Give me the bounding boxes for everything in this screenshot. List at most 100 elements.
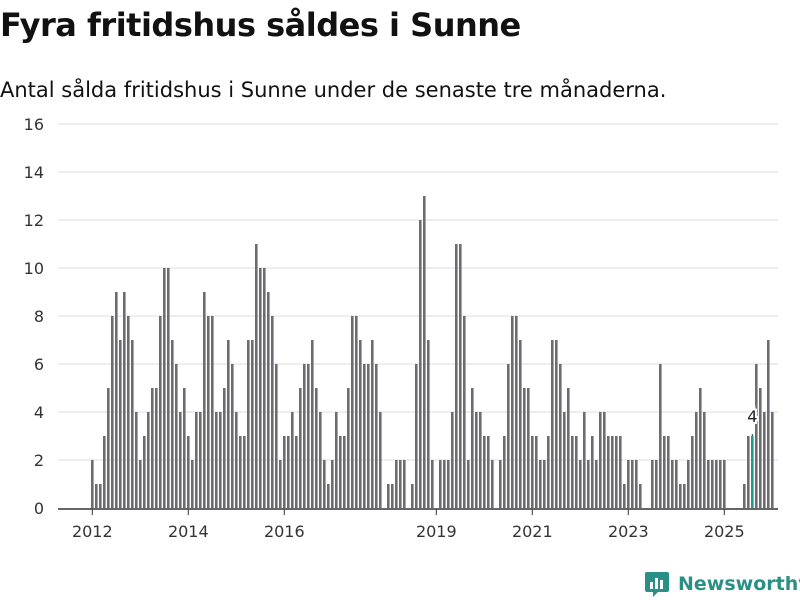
bar [503,436,506,508]
bar [271,316,274,508]
bar [111,316,114,508]
bar [411,484,414,508]
bar [631,460,634,508]
bar [719,460,722,508]
bar [767,340,770,508]
bar [559,364,562,508]
bar [447,460,450,508]
bar [171,340,174,508]
bar [443,460,446,508]
highlight-bar [751,436,754,508]
bar [95,484,98,508]
bar [239,436,242,508]
bar [259,268,262,508]
bar [431,460,434,508]
annotation-label: 4 [747,407,757,426]
bar [711,460,714,508]
bar [599,412,602,508]
bar [687,460,690,508]
bar [327,484,330,508]
bar [335,412,338,508]
bar [639,484,642,508]
bar [231,364,234,508]
bar [299,388,302,508]
bar [323,460,326,508]
y-tick-label: 14 [24,163,44,182]
bar [251,340,254,508]
bar [471,388,474,508]
bar [743,484,746,508]
bar [187,436,190,508]
bar [651,460,654,508]
x-tick-label: 2014 [168,522,209,541]
bar [699,388,702,508]
y-tick-label: 12 [24,211,44,230]
logo-text: Newsworthy [678,573,800,595]
grid-lines [58,123,778,461]
bar [419,220,422,508]
bar [391,484,394,508]
bar [579,460,582,508]
bar [175,364,178,508]
bar [395,460,398,508]
bar [191,460,194,508]
bar [619,436,622,508]
bar [695,412,698,508]
bar [387,484,390,508]
bar [163,268,166,508]
bar [339,436,342,508]
y-tick-label: 4 [34,403,44,422]
y-axis: 0 2 4 6 8 10 12 14 16 [24,115,44,518]
bar [763,412,766,508]
bar [519,340,522,508]
bar [207,316,210,508]
bar [683,484,686,508]
bar [143,436,146,508]
bar [455,244,458,508]
bar [703,412,706,508]
bar [535,436,538,508]
bar [523,388,526,508]
chart-title: Fyra fritidshus såldes i Sunne [0,6,521,44]
bar [131,340,134,508]
x-tick-label: 2023 [608,522,649,541]
bar [675,460,678,508]
bar [167,268,170,508]
bar [571,436,574,508]
y-tick-label: 6 [34,355,44,374]
newsworthy-chart-icon [645,572,669,597]
bar [427,340,430,508]
bar [755,364,758,508]
bar [179,412,182,508]
bar [543,460,546,508]
bar [403,460,406,508]
x-tick-label: 2025 [704,522,745,541]
x-tick-label: 2019 [416,522,457,541]
bar [627,460,630,508]
y-tick-label: 2 [34,451,44,470]
bar [575,436,578,508]
bar [623,484,626,508]
x-tick-label: 2021 [512,522,553,541]
bar [459,244,462,508]
bar [211,316,214,508]
bar [283,436,286,508]
bar [139,460,142,508]
bar [155,388,158,508]
bar [199,412,202,508]
bar [635,460,638,508]
bar [691,436,694,508]
bar [371,340,374,508]
bar [235,412,238,508]
bar [195,412,198,508]
bar [279,460,282,508]
bar [115,292,118,508]
bar [655,460,658,508]
x-tick-label: 2012 [72,522,113,541]
chart-subtitle: Antal sålda fritidshus i Sunne under de … [0,78,667,102]
bar [255,244,258,508]
bar [563,412,566,508]
bars [91,196,774,508]
bar [203,292,206,508]
bar [415,364,418,508]
